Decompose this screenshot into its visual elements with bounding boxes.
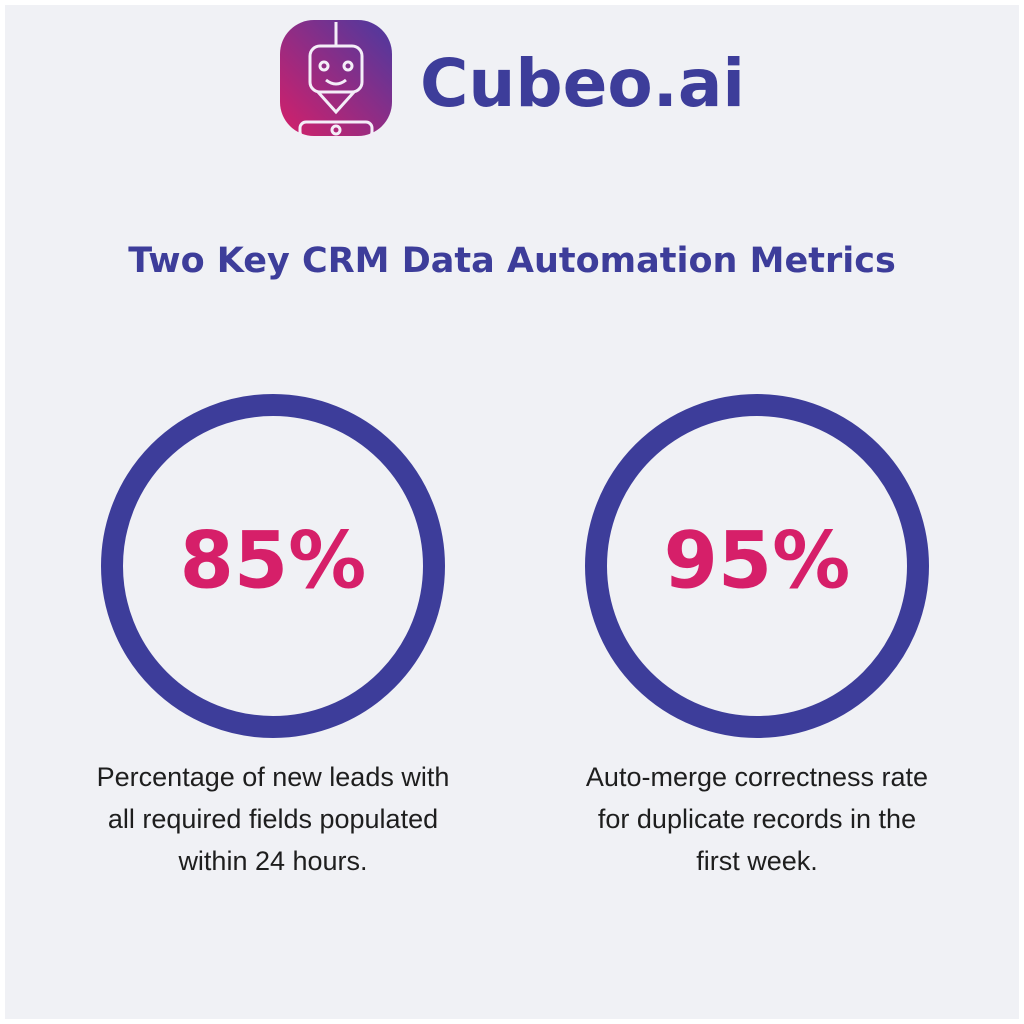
metric-description: within 24 hours. xyxy=(177,846,367,876)
metric-description: for duplicate records in the xyxy=(598,804,916,834)
metric-ring xyxy=(585,394,929,738)
title: Two Key CRM Data Automation Metrics xyxy=(128,241,896,281)
metric-value: 85% xyxy=(180,516,367,606)
metrics: 85% Percentage of new leads with all requi… xyxy=(97,394,929,876)
metric-description: all required fields populated xyxy=(108,804,438,834)
logo-icon xyxy=(280,20,392,140)
brand-name: Cubeo.ai xyxy=(420,45,745,122)
metric-description: Percentage of new leads with xyxy=(97,762,450,792)
metric-value: 95% xyxy=(664,516,851,606)
background xyxy=(5,5,1019,1019)
metric-description: first week. xyxy=(696,846,818,876)
metric-description: Auto-merge correctness rate xyxy=(586,762,928,792)
metric-ring xyxy=(101,394,445,738)
